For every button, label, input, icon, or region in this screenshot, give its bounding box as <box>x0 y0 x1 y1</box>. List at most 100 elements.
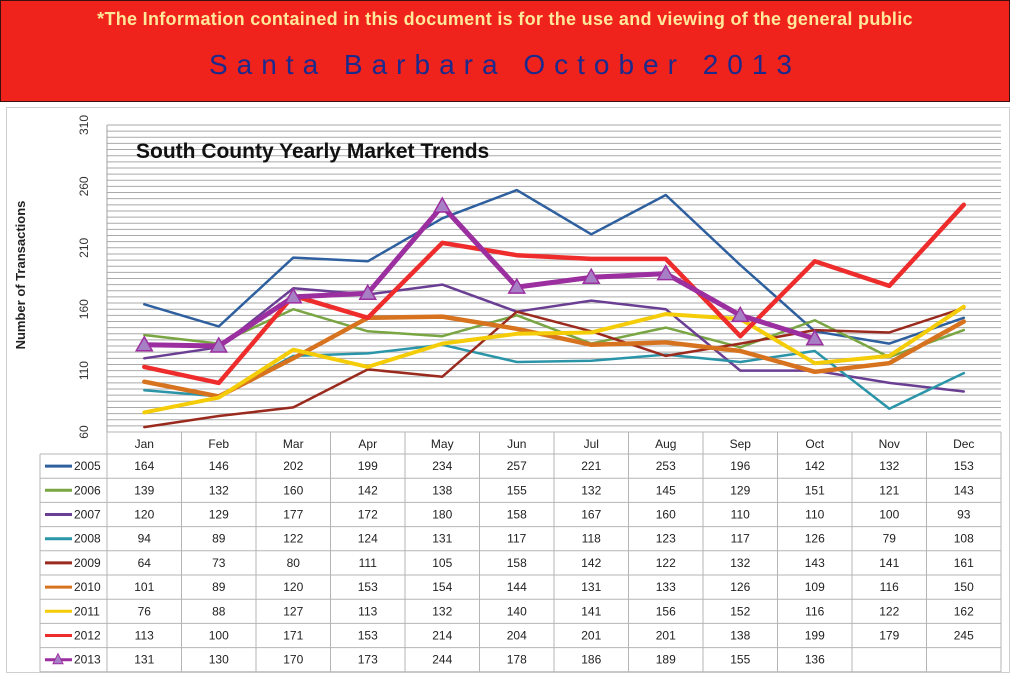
y-tick-label: 310 <box>77 115 91 135</box>
table-cell-value: 132 <box>730 556 750 570</box>
series-line-2013 <box>141 203 818 349</box>
table-cell-value: 199 <box>805 629 825 643</box>
table-cell-value: 170 <box>283 653 303 667</box>
series-line-2007 <box>143 283 966 393</box>
table-cell-value: 141 <box>581 604 601 618</box>
point-2013-Feb <box>209 336 229 353</box>
table-cell-value: 142 <box>358 483 378 497</box>
table-cell-value: 118 <box>582 532 601 546</box>
table-cell-value: 142 <box>581 556 601 570</box>
x-tick-label: Dec <box>953 437 974 451</box>
point-2013-Aug <box>656 264 676 281</box>
public-use-notice: *The Information contained in this docum… <box>97 9 913 29</box>
x-tick-label: Nov <box>879 437 900 451</box>
legend-label: 2007 <box>74 508 101 522</box>
table-cell-value: 155 <box>507 483 527 497</box>
series-line-2012 <box>142 202 967 386</box>
table-cell-value: 221 <box>581 459 601 473</box>
table-cell-value: 123 <box>656 532 676 546</box>
table-cell-value: 162 <box>954 604 974 618</box>
table-cell-value: 116 <box>805 604 824 618</box>
table-cell-value: 100 <box>879 508 899 522</box>
table-cell-value: 124 <box>358 532 378 546</box>
table-cell-value: 153 <box>358 629 378 643</box>
report-subtitle: Santa Barbara October 2013 <box>208 49 801 80</box>
table-cell-value: 132 <box>209 483 229 497</box>
table-cell-value: 64 <box>138 556 152 570</box>
table-cell-value: 161 <box>954 556 974 570</box>
table-cell-value: 257 <box>507 459 527 473</box>
table-cell-value: 76 <box>138 604 152 618</box>
y-axis-ticks: 60 110 160 210 260 310 <box>77 115 91 439</box>
table-cell-value: 129 <box>730 483 750 497</box>
table-cell-value: 201 <box>656 629 676 643</box>
y-tick-label: 210 <box>77 237 91 257</box>
header-banner: *The Information contained in this docum… <box>0 0 1010 102</box>
table-cell-value: 245 <box>954 629 974 643</box>
table-cell-value: 153 <box>358 580 378 594</box>
table-cell-value: 127 <box>283 604 303 618</box>
point-2013-Jan <box>134 335 154 352</box>
table-cell-value: 186 <box>581 653 601 667</box>
table-cell-value: 158 <box>507 508 527 522</box>
table-cell-value: 202 <box>283 459 303 473</box>
table-cell-value: 89 <box>212 580 226 594</box>
table-cell-value: 204 <box>507 629 527 643</box>
table-cell-value: 132 <box>581 483 601 497</box>
table-cell-value: 113 <box>358 604 377 618</box>
table-cell-value: 126 <box>730 580 750 594</box>
legend-label: 2008 <box>74 532 101 546</box>
series-line-2006 <box>143 307 966 359</box>
x-tick-label: Mar <box>283 437 304 451</box>
table-cell-value: 105 <box>432 556 452 570</box>
y-tick-label: 160 <box>77 299 91 319</box>
table-cell-value: 214 <box>432 629 452 643</box>
table-cell-value: 144 <box>507 580 527 594</box>
table-cell-value: 130 <box>209 653 229 667</box>
table-cell-value: 253 <box>656 459 676 473</box>
table-cell-value: 101 <box>134 580 154 594</box>
table-cell-value: 146 <box>209 459 229 473</box>
table-cell-value: 199 <box>358 459 378 473</box>
table-cell-value: 113 <box>135 629 154 643</box>
chart-title: South County Yearly Market Trends <box>136 140 489 163</box>
table-cell-value: 138 <box>730 629 750 643</box>
table-cell-value: 133 <box>656 580 676 594</box>
table-cell-value: 189 <box>656 653 676 667</box>
y-tick-label: 110 <box>77 361 91 380</box>
table-cell-value: 80 <box>287 556 301 570</box>
table-cell-value: 100 <box>209 629 229 643</box>
series-line-2010 <box>142 314 967 399</box>
table-cell-value: 131 <box>432 532 452 546</box>
table-cell-value: 153 <box>954 459 974 473</box>
table-cell-value: 79 <box>883 532 897 546</box>
table-cell-value: 154 <box>432 580 452 594</box>
table-cell-value: 155 <box>730 653 750 667</box>
table-cell-value: 120 <box>134 508 154 522</box>
table-cell-value: 180 <box>432 508 452 522</box>
table-cell-value: 179 <box>879 629 899 643</box>
chart-panel <box>6 107 1010 673</box>
table-cell-value: 117 <box>731 532 750 546</box>
table-cell-value: 173 <box>358 653 378 667</box>
y-tick-label: 260 <box>77 176 91 196</box>
table-cell-value: 201 <box>581 629 601 643</box>
x-tick-label: Feb <box>208 437 229 451</box>
legend-label: 2009 <box>74 556 101 570</box>
legend-label: 2010 <box>74 580 101 594</box>
point-2013-Jul <box>581 267 601 285</box>
table-cell-value: 122 <box>283 532 303 546</box>
table-cell-value: 139 <box>134 483 154 497</box>
table-cell-value: 129 <box>209 508 229 522</box>
table-cell-value: 160 <box>283 483 303 497</box>
table-cell-value: 126 <box>805 532 825 546</box>
table-cell-value: 136 <box>805 653 825 667</box>
table-cell-value: 108 <box>954 532 974 546</box>
table-cell-value: 132 <box>879 459 899 473</box>
table-cell-value: 140 <box>507 604 527 618</box>
y-tick-label: 60 <box>77 425 91 439</box>
table-cell-value: 143 <box>805 556 825 570</box>
legend-label: 2012 <box>74 629 101 643</box>
series-line-2011 <box>142 304 966 415</box>
